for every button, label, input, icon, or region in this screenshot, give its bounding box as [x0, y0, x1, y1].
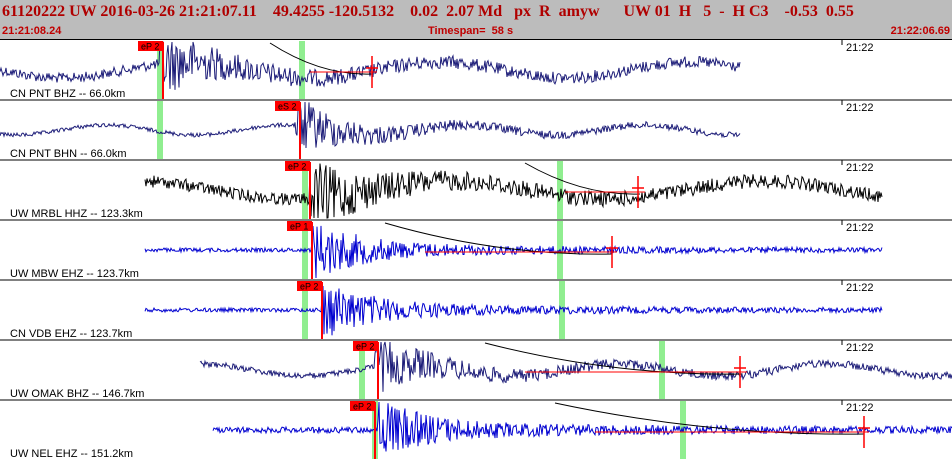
magnitude: 2.07 [446, 3, 475, 20]
coda-fit-curve [554, 402, 865, 435]
trace-panel: eP 2 21:22 CN PNT BHZ -- 66.0km eS 2 21:22 CN… [0, 40, 952, 460]
timespan-label: Timespan= 58 s [428, 25, 514, 37]
channel-row[interactable]: eP 2 21:22 CN PNT BHZ -- 66.0km [0, 40, 874, 100]
minute-tick-label: 21:22 [846, 102, 874, 114]
waveform-trace [144, 285, 883, 336]
minute-tick-label: 21:22 [846, 42, 874, 54]
predicted-arrival-marker [559, 281, 565, 339]
channel-row[interactable]: eP 2 21:22 UW OMAK BHZ -- 146.7km [0, 339, 952, 400]
solution-source: UW 01 H 5 - H C3 [623, 3, 769, 20]
minute-tick-label: 21:22 [846, 342, 874, 354]
phase-pick-label: eS 2 [278, 102, 297, 112]
window-start-time: 21:21:08.24 [2, 25, 62, 37]
channel-row[interactable]: eP 2 21:22 UW MRBL HHZ -- 123.3km [0, 159, 952, 220]
predicted-arrival-marker [557, 161, 563, 219]
minute-tick-label: 21:22 [846, 282, 874, 294]
waveform-canvas: eP 2 21:22 CN PNT BHZ -- 66.0km eS 2 21:22 CN… [0, 40, 952, 460]
minute-tick-label: 21:22 [846, 162, 874, 174]
waveform-trace [0, 41, 741, 90]
magnitude-type: Md [478, 3, 503, 20]
latitude: 49.4255 [272, 3, 325, 20]
phase-pick-label: eP 2 [141, 42, 159, 52]
phase-pick-label: eP 2 [353, 402, 371, 412]
waveform-trace [144, 163, 883, 219]
origin-date: 2016-03-26 [100, 3, 176, 20]
waveform-trace [144, 225, 883, 279]
minute-tick-label: 21:22 [846, 222, 874, 234]
coda-fit-curve [484, 342, 743, 375]
phase-pick-label: eP 2 [300, 282, 318, 292]
predicted-arrival-marker [302, 281, 308, 339]
event-summary: 61120222 UW 2016-03-26 21:21:07.11 49.42… [2, 3, 854, 21]
channel-label: UW NEL EHZ -- 151.2km [10, 448, 133, 460]
longitude: -120.5132 [328, 3, 395, 20]
phase-pick-flag[interactable] [350, 401, 375, 411]
residual-2: 0.55 [825, 3, 854, 20]
coda-fit-curve [384, 222, 613, 255]
phase-pick-label: eP 1 [290, 222, 308, 232]
channel-label: CN PNT BHN -- 66.0km [10, 148, 127, 160]
channel-row[interactable]: eP 1 21:22 UW MBW EHZ -- 123.7km [0, 219, 952, 280]
coda-fit-curve [524, 162, 641, 195]
phase-pick-flag[interactable] [297, 281, 322, 291]
phase-pick-flag[interactable] [275, 101, 300, 111]
solution-flags: px R amyw [514, 3, 600, 20]
channel-label: UW MRBL HHZ -- 123.3km [10, 208, 143, 220]
waveform-trace [199, 341, 952, 392]
phase-pick-flag[interactable] [287, 221, 312, 231]
phase-pick-flag[interactable] [353, 341, 378, 351]
predicted-arrival-marker [157, 41, 163, 99]
predicted-arrival-marker [299, 41, 305, 99]
depth: 0.02 [410, 3, 439, 20]
channel-row[interactable]: eS 2 21:22 CN PNT BHN -- 66.0km [0, 99, 952, 160]
event-info-bar: 61120222 UW 2016-03-26 21:21:07.11 49.42… [0, 0, 952, 40]
phase-pick-flag[interactable] [138, 41, 163, 51]
origin-time: 21:21:07.11 [179, 3, 257, 20]
channel-label: UW MBW EHZ -- 123.7km [10, 268, 139, 280]
phase-pick-label: eP 2 [288, 162, 306, 172]
phase-pick-flag[interactable] [285, 161, 310, 171]
minute-tick-label: 21:22 [846, 402, 874, 414]
predicted-arrival-marker [157, 101, 163, 159]
phase-pick-label: eP 2 [356, 342, 374, 352]
channel-label: CN PNT BHZ -- 66.0km [10, 88, 125, 100]
event-network: UW [69, 3, 97, 20]
coda-fit-curve [269, 42, 373, 75]
channel-label: UW OMAK BHZ -- 146.7km [10, 388, 144, 400]
residual-1: -0.53 [784, 3, 818, 20]
waveform-trace [212, 401, 952, 452]
waveform-trace [0, 101, 741, 149]
predicted-arrival-marker [302, 161, 308, 219]
window-end-time: 21:22:06.69 [890, 25, 950, 37]
channel-row[interactable]: eP 2 21:22 UW NEL EHZ -- 151.2km [0, 399, 952, 460]
event-id: 61120222 [2, 3, 66, 20]
channel-label: CN VDB EHZ -- 123.7km [10, 328, 132, 340]
channel-row[interactable]: eP 2 21:22 CN VDB EHZ -- 123.7km [0, 279, 952, 340]
